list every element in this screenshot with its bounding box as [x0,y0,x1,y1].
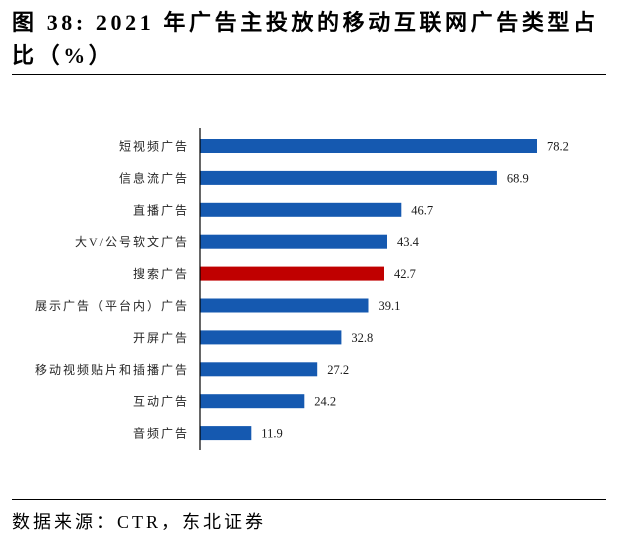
bar-chart: 短视频广告 78.2 信息流广告 68.9 直播广告 46.7 大V/公号软文广告 43.4 搜… [35,128,569,450]
value-label-7: 32.8 [351,331,373,345]
category-label-7: 开屏广告 [133,331,189,345]
category-label-6: 展示广告（平台内）广告 [35,298,189,313]
bar-6 [200,298,369,313]
bar-7 [200,330,342,345]
value-label-5: 42.7 [394,267,416,281]
value-label-2: 68.9 [507,171,529,185]
bar-5 [200,266,384,281]
category-label-1: 短视频广告 [119,139,189,154]
source-divider [12,499,606,500]
value-label-8: 27.2 [327,363,349,377]
value-label-3: 46.7 [411,203,433,217]
bar-4 [200,234,387,249]
bar-1 [200,139,537,153]
bar-9 [200,394,305,409]
chart-area: 短视频广告 78.2 信息流广告 68.9 直播广告 46.7 大V/公号软文广告 43.4 搜… [0,110,636,470]
value-label-1: 78.2 [547,140,569,154]
value-label-6: 39.1 [379,299,401,313]
value-label-4: 43.4 [397,235,420,249]
value-label-9: 24.2 [314,395,336,409]
category-label-5: 搜索广告 [133,266,189,281]
bar-2 [200,170,497,185]
category-label-4: 大V/公号软文广告 [75,234,189,249]
bar-3 [200,202,402,217]
title-divider [12,74,606,75]
source-note: 数据来源：CTR，东北证券 [12,512,267,532]
bar-8 [200,362,318,377]
category-label-9: 互动广告 [133,395,189,409]
category-label-8: 移动视频贴片和插播广告 [35,362,189,377]
bar-10 [200,426,252,441]
category-label-2: 信息流广告 [119,170,189,185]
category-label-10: 音频广告 [133,426,189,441]
bars-layer: 短视频广告 78.2 信息流广告 68.9 直播广告 46.7 大V/公号软文广告 43.4 搜… [35,139,569,441]
value-label-10: 11.9 [261,427,282,441]
category-label-3: 直播广告 [133,203,189,217]
figure-title: 图 38: 2021 年广告主投放的移动互联网广告类型占比（%） [12,10,599,68]
